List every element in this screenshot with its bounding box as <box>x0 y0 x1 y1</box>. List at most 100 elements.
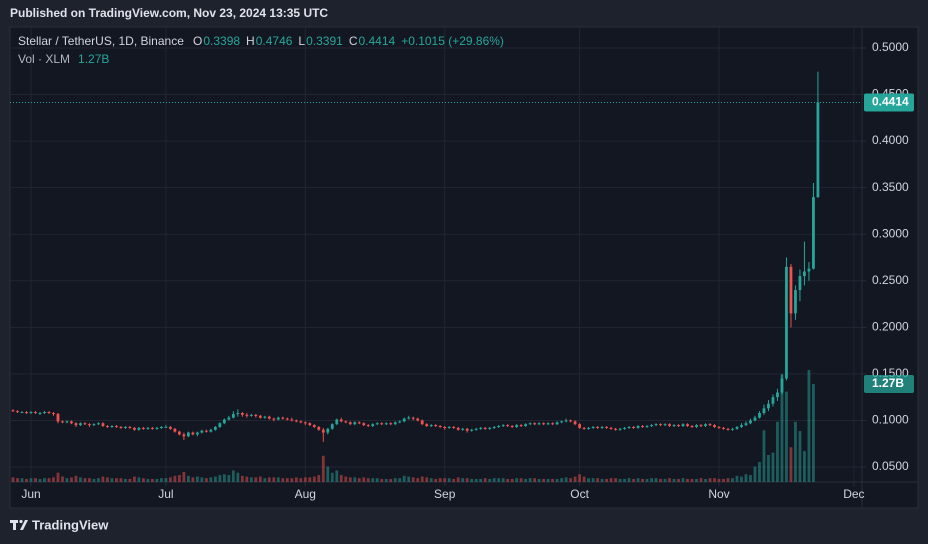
y-tick-label: 0.2500 <box>872 273 909 287</box>
candle-body <box>272 418 276 420</box>
candle-body <box>133 427 136 430</box>
volume-bar <box>70 477 73 482</box>
candle-body <box>726 428 730 430</box>
candle-body <box>236 412 240 414</box>
volume-bar <box>582 476 586 482</box>
grid <box>10 27 862 482</box>
candle-body <box>609 427 613 429</box>
candle-body <box>16 411 19 413</box>
candle-body <box>452 426 456 428</box>
x-tick-label: Oct <box>570 487 589 501</box>
volume-bar <box>803 451 806 482</box>
volume-bar <box>267 477 271 482</box>
volume-bar <box>357 478 361 482</box>
volume-bar <box>182 471 186 482</box>
candle-body <box>317 426 321 430</box>
candle-body <box>672 425 676 427</box>
volume-bar <box>483 478 487 482</box>
candle-body <box>142 427 145 429</box>
volume-bar <box>38 478 42 482</box>
volume-bar <box>106 477 109 482</box>
candle-body <box>438 426 442 428</box>
candle-body <box>758 412 761 418</box>
volume-bar <box>258 476 262 482</box>
x-tick-label: Dec <box>843 487 864 501</box>
published-note: Published on TradingView.com, Nov 23, 20… <box>10 6 328 20</box>
volume-bar <box>52 477 55 482</box>
volume-bar <box>519 478 523 482</box>
volume-bar <box>596 478 599 482</box>
candle-body <box>704 424 707 427</box>
candle-body <box>681 424 685 427</box>
candle-body <box>416 418 420 421</box>
volume-bar <box>758 461 761 482</box>
candle-body <box>425 424 429 427</box>
candle-body <box>483 427 487 429</box>
volume-bar <box>537 478 541 482</box>
volume-bar <box>25 478 28 482</box>
ohlc-key: L <box>298 34 305 48</box>
candle-body <box>533 423 537 425</box>
volume-bar <box>470 478 474 482</box>
volume-bar <box>173 475 177 482</box>
volume-bar <box>160 478 163 482</box>
volume-bar <box>474 478 478 482</box>
candle-body <box>375 423 379 425</box>
volume-bar <box>303 477 307 482</box>
candle-body <box>420 420 424 425</box>
candle-body <box>510 426 514 428</box>
candle-body <box>294 420 298 422</box>
y-tick-label: 0.1000 <box>872 413 909 427</box>
candle-body <box>582 427 586 429</box>
logo-mark <box>13 520 16 530</box>
logo-mark <box>20 520 28 530</box>
volume-bar <box>708 478 712 482</box>
candle-body <box>209 429 213 432</box>
candle-body <box>47 412 51 414</box>
volume-bar <box>501 478 505 482</box>
candle-body <box>636 426 640 428</box>
candle-body <box>115 426 118 428</box>
volume-bar <box>587 478 590 482</box>
volume-bar <box>74 475 78 482</box>
volume-bar <box>317 475 321 482</box>
candle-body <box>605 426 608 428</box>
candle-body <box>645 426 649 428</box>
volume-bar <box>29 478 33 482</box>
volume-bar <box>479 478 483 482</box>
volume-bar <box>564 477 568 482</box>
volume-bar <box>726 478 730 482</box>
volume-bar <box>717 478 721 482</box>
volume-bar <box>569 478 573 482</box>
candle-body <box>717 426 721 428</box>
volume-bar <box>321 455 325 482</box>
candle-body <box>204 430 208 432</box>
candle-body <box>690 426 694 428</box>
candle-body <box>618 428 622 430</box>
volume-bar <box>222 474 226 482</box>
volume-bar <box>101 476 105 482</box>
candle-body <box>29 412 33 414</box>
volume-bar <box>204 478 208 482</box>
y-tick-label: 0.4000 <box>872 133 909 147</box>
volume-bar <box>335 470 339 482</box>
candle-body <box>591 426 595 428</box>
volume-bar <box>659 478 662 482</box>
volume-bar <box>169 477 172 482</box>
candle-body <box>321 429 325 433</box>
candle-body <box>11 410 15 412</box>
candle-body <box>371 424 375 427</box>
volume-bar <box>699 478 703 482</box>
volume-bar <box>654 478 658 482</box>
volume-bar <box>789 447 793 482</box>
volume-bar <box>609 478 613 482</box>
candle-body <box>61 421 64 423</box>
candle-body <box>659 424 662 426</box>
volume-bar <box>560 478 564 482</box>
volume-bar <box>753 466 757 482</box>
volume-bar <box>56 472 60 482</box>
volume-bar <box>488 478 492 482</box>
candle-body <box>110 426 114 428</box>
volume-bar <box>434 478 438 482</box>
candle-body <box>258 415 262 418</box>
